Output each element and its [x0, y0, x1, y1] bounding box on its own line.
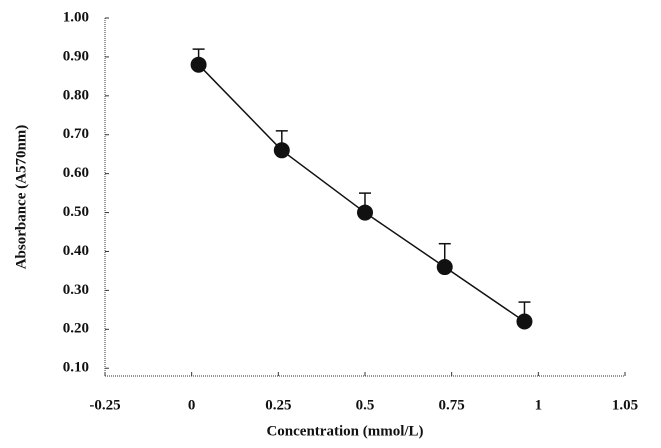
y-tick-label: 0.80 [63, 87, 89, 103]
y-tick-label: 0.20 [63, 321, 89, 337]
y-tick-label: 0.70 [63, 126, 89, 142]
x-tick-label: 1 [535, 397, 543, 413]
point [516, 313, 533, 330]
x-tick-label: 0.75 [439, 397, 465, 413]
y-tick-label: 1.00 [63, 9, 89, 25]
y-tick-label: 0.60 [63, 165, 89, 181]
y-axis-label: Absorbance (A570nm) [13, 125, 29, 270]
y-tick-label: 0.30 [63, 282, 89, 298]
x-tick-label: 1.05 [612, 397, 638, 413]
point [190, 56, 207, 73]
x-tick-label: -0.25 [89, 397, 120, 413]
x-axis-label: Concentration (mmol/L) [266, 423, 423, 439]
point [357, 204, 373, 221]
x-tick-label: 0.25 [265, 397, 291, 413]
y-tick-label: 0.50 [63, 204, 89, 220]
x-tick-label: 0.5 [356, 397, 375, 413]
y-tick-label: 0.90 [63, 48, 89, 64]
point [436, 259, 453, 276]
y-tick-label: 0.40 [63, 243, 89, 259]
x-tick-label: 0 [188, 397, 196, 413]
point [273, 142, 290, 159]
y-tick-label: 0.10 [63, 360, 89, 376]
